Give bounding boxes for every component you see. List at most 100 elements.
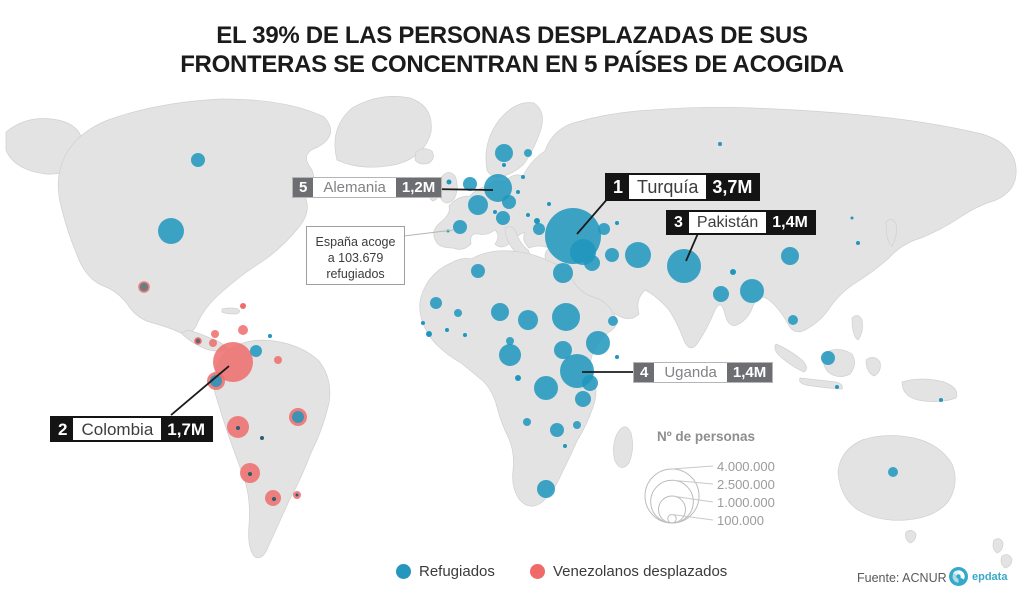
map-bubble-refugiados[interactable] (608, 316, 618, 326)
map-bubble-refugiados[interactable] (463, 177, 477, 191)
map-bubble-refugiados[interactable] (499, 344, 521, 366)
map-bubble-refugiados[interactable] (615, 355, 619, 359)
map-bubble-refugiados[interactable] (667, 249, 701, 283)
map-bubble-refugiados[interactable] (718, 142, 722, 146)
map-bubble-refugiados[interactable] (445, 328, 449, 332)
map-bubble-refugiados[interactable] (584, 255, 600, 271)
map-bubble-refugiados[interactable] (506, 337, 514, 345)
map-bubble-refugiados[interactable] (563, 444, 567, 448)
map-bubble-refugiados[interactable] (788, 315, 798, 325)
map-bubble-refugiados[interactable] (515, 375, 521, 381)
map-bubble-refugiados[interactable] (496, 211, 510, 225)
landmass-madagascar (613, 426, 633, 468)
map-bubble-refugiados[interactable] (573, 421, 581, 429)
map-bubble-refugiados[interactable] (713, 286, 729, 302)
map-bubble-refugiados[interactable] (236, 426, 240, 430)
map-bubble-refugiados[interactable] (781, 247, 799, 265)
callout-country: Pakistán (688, 212, 767, 233)
map-bubble-refugiados[interactable] (191, 153, 205, 167)
map-bubble-refugiados[interactable] (453, 220, 467, 234)
map-bubble-refugiados[interactable] (552, 303, 580, 331)
map-bubble-refugiados[interactable] (516, 190, 520, 194)
legend-item-venezolanos[interactable]: Venezolanos desplazados (530, 563, 727, 580)
legend-item-refugiados[interactable]: Refugiados (396, 563, 495, 580)
map-bubble-refugiados[interactable] (502, 195, 516, 209)
title-line-1: EL 39% DE LAS PERSONAS DESPLAZADAS DE SU… (216, 22, 808, 49)
map-bubble-refugiados[interactable] (554, 341, 572, 359)
size-legend-label: 100.000 (717, 513, 764, 528)
map-bubble-refugiados[interactable] (138, 281, 150, 293)
map-bubble-venezolanos[interactable] (211, 330, 219, 338)
callout-alemania: 5 Alemania 1,2M (292, 177, 443, 198)
map-bubble-refugiados[interactable] (426, 331, 432, 337)
map-bubble-refugiados[interactable] (939, 398, 943, 402)
map-bubble-refugiados[interactable] (586, 331, 610, 355)
map-bubble-refugiados[interactable] (158, 218, 184, 244)
map-bubble-refugiados[interactable] (421, 321, 425, 325)
map-bubble-refugiados[interactable] (493, 210, 497, 214)
callout-rank: 2 (52, 418, 74, 440)
map-bubble-refugiados[interactable] (454, 309, 462, 317)
map-bubble-refugiados[interactable] (615, 221, 619, 225)
map-bubble-venezolanos[interactable] (240, 303, 246, 309)
map-bubble-refugiados[interactable] (468, 195, 488, 215)
map-bubble-refugiados[interactable] (547, 202, 551, 206)
callout-value: 3,7M (706, 175, 759, 199)
map-bubble-refugiados[interactable] (550, 423, 564, 437)
map-bubble-refugiados[interactable] (537, 480, 555, 498)
size-legend-tick-line (671, 479, 714, 485)
map-bubble-refugiados[interactable] (553, 263, 573, 283)
map-bubble-refugiados[interactable] (495, 144, 513, 162)
map-bubble-refugiados[interactable] (856, 241, 860, 245)
map-bubble-refugiados[interactable] (605, 248, 619, 262)
map-bubble-refugiados[interactable] (534, 218, 540, 224)
map-bubble-refugiados[interactable] (272, 497, 276, 501)
leader-line-spain (403, 229, 454, 237)
map-bubble-refugiados[interactable] (518, 310, 538, 330)
map-bubble-refugiados[interactable] (292, 411, 304, 423)
map-bubble-refugiados[interactable] (821, 351, 835, 365)
map-bubble-refugiados[interactable] (526, 213, 530, 217)
map-bubble-refugiados[interactable] (598, 223, 610, 235)
map-bubble-refugiados[interactable] (250, 345, 262, 357)
map-bubble-refugiados[interactable] (484, 174, 512, 202)
map-bubble-venezolanos[interactable] (238, 325, 248, 335)
map-bubble-refugiados[interactable] (625, 242, 651, 268)
landmass-greenland (334, 96, 432, 168)
map-bubble-venezolanos[interactable] (209, 339, 217, 347)
callout-value: 1,4M (726, 363, 773, 382)
landmass-java (799, 377, 843, 390)
map-bubble-refugiados[interactable] (210, 375, 222, 387)
map-bubble-refugiados[interactable] (524, 149, 532, 157)
map-bubble-refugiados[interactable] (730, 269, 736, 275)
map-bubble-refugiados[interactable] (523, 418, 531, 426)
map-bubble-refugiados[interactable] (268, 334, 272, 338)
map-bubble-refugiados[interactable] (430, 297, 442, 309)
map-bubble-refugiados[interactable] (248, 472, 252, 476)
map-bubble-refugiados[interactable] (491, 303, 509, 321)
map-bubble-refugiados[interactable] (582, 375, 598, 391)
map-bubble-refugiados[interactable] (575, 391, 591, 407)
map-bubble-refugiados[interactable] (521, 175, 525, 179)
map-bubble-refugiados[interactable] (740, 279, 764, 303)
map-bubble-refugiados[interactable] (295, 493, 299, 497)
map-bubble-refugiados[interactable] (446, 179, 452, 185)
venezolanos-label: Venezolanos desplazados (553, 563, 728, 580)
map-bubble-refugiados[interactable] (260, 436, 264, 440)
map-bubble-refugiados[interactable] (471, 264, 485, 278)
callout-country: Turquía (629, 175, 707, 199)
map-bubble-venezolanos[interactable] (274, 356, 282, 364)
map-bubble-refugiados[interactable] (533, 223, 545, 235)
map-bubble-refugiados[interactable] (534, 376, 558, 400)
refugiados-swatch-icon (396, 564, 411, 579)
map-bubble-refugiados[interactable] (502, 163, 506, 167)
map-bubble-refugiados[interactable] (463, 333, 467, 337)
callout-value: 1,7M (161, 418, 212, 440)
map-bubble-refugiados[interactable] (194, 337, 202, 345)
map-bubble-refugiados[interactable] (850, 216, 854, 220)
map-bubble-refugiados[interactable] (835, 385, 839, 389)
map-bubble-refugiados[interactable] (888, 467, 898, 477)
epdata-logo-text: epdata (972, 570, 1008, 583)
spain-note-line-3: refugiados (326, 267, 385, 281)
